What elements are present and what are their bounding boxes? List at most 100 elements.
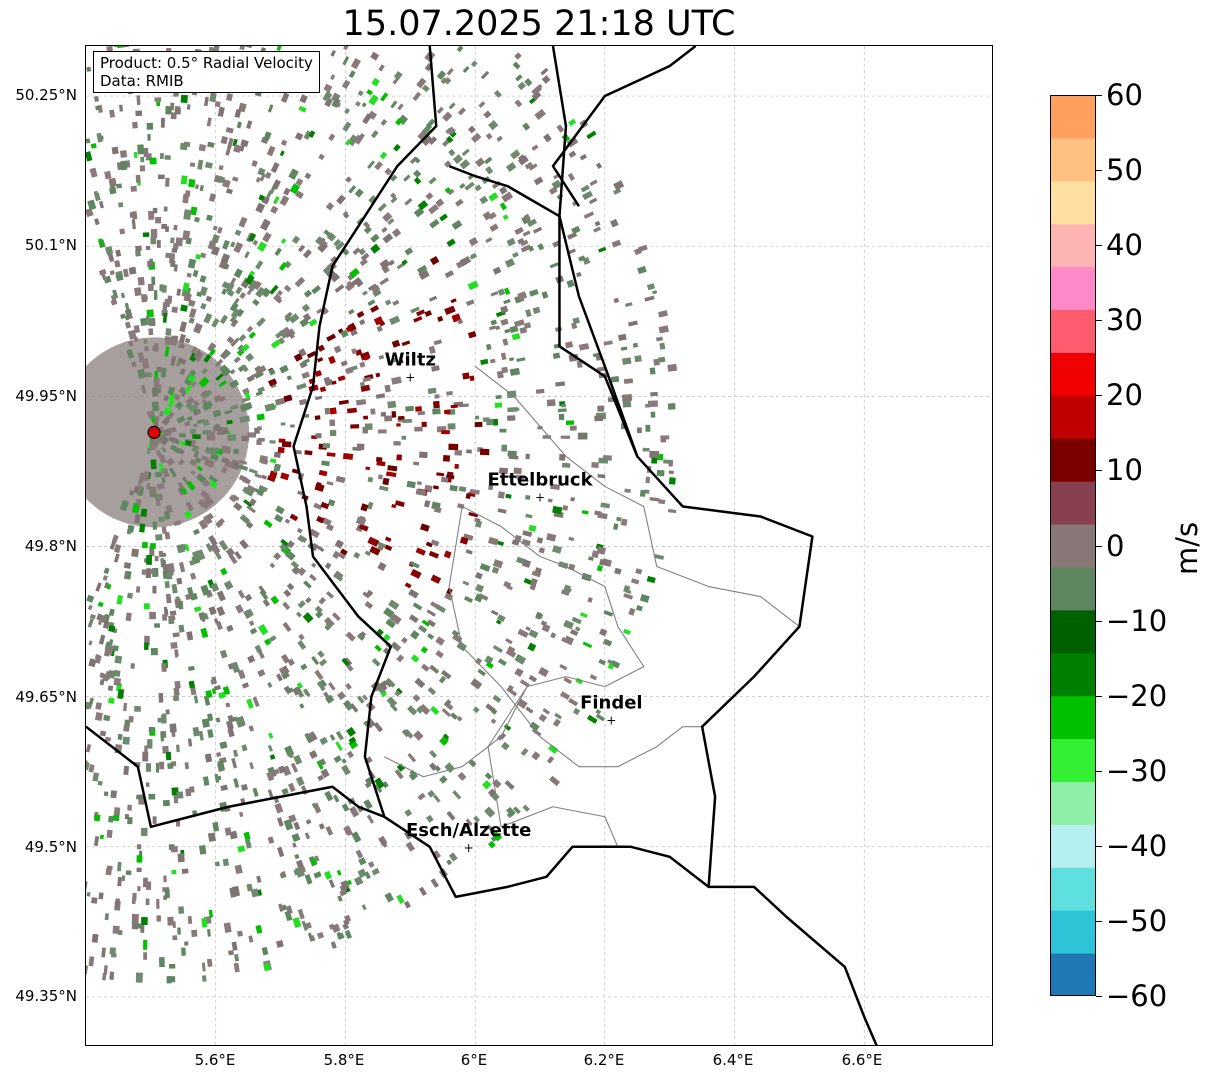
echo-pixel [614, 567, 622, 575]
echo-pixel [302, 249, 312, 259]
echo-pixel [374, 777, 385, 789]
echo-pixel [451, 629, 460, 637]
echo-pixel [163, 875, 167, 883]
echo-pixel [497, 540, 505, 547]
echo-pixel [161, 614, 168, 621]
echo-pixel [581, 510, 589, 515]
colorbar-tick [1096, 620, 1102, 622]
echo-pixel [330, 941, 337, 949]
echo-pixel [275, 505, 285, 515]
echo-pixel [273, 552, 282, 561]
echo-pixel [452, 154, 463, 165]
echo-pixel [331, 380, 337, 385]
colorbar-tick-label: 40 [1106, 228, 1143, 263]
echo-pixel [467, 280, 479, 291]
echo-pixel [330, 273, 340, 283]
echo-pixel [421, 663, 430, 672]
echo-pixel [646, 575, 656, 584]
echo-pixel [187, 916, 193, 924]
echo-pixel [387, 400, 397, 409]
echo-pixel [173, 687, 180, 696]
echo-pixel [384, 384, 391, 393]
echo-pixel [469, 253, 478, 260]
echo-pixel [559, 691, 571, 700]
echo-pixel [439, 775, 448, 784]
echo-pixel [169, 610, 177, 616]
echo-pixel [315, 236, 324, 245]
echo-pixel [459, 159, 471, 170]
echo-pixel [535, 612, 544, 619]
echo-pixel [446, 810, 456, 821]
echo-pixel [360, 252, 370, 261]
echo-pixel [450, 712, 458, 720]
echo-pixel [290, 560, 300, 569]
echo-pixel [123, 765, 129, 776]
echo-pixel [495, 394, 502, 400]
echo-pixel [410, 561, 420, 569]
echo-pixel [119, 104, 124, 112]
echo-pixel [368, 94, 379, 106]
echo-pixel [597, 405, 605, 412]
echo-pixel [304, 733, 313, 744]
echo-pixel [161, 456, 167, 463]
radar-map[interactable]: + Wiltz + Ettelbruck + Findel + Esch/Alzette [85, 45, 993, 1046]
echo-pixel [425, 541, 433, 548]
echo-pixel [309, 528, 320, 539]
colorbar-tick-label: −50 [1106, 903, 1168, 938]
echo-pixel [563, 677, 573, 685]
echo-pixel [208, 348, 216, 357]
echo-pixel [116, 46, 125, 49]
colorbar-tick [1096, 770, 1102, 772]
echo-pixel [267, 836, 275, 844]
echo-pixel [187, 374, 197, 383]
echo-pixel [229, 379, 240, 389]
echo-pixel [295, 776, 305, 787]
echo-pixel [224, 409, 233, 415]
echo-pixel [106, 865, 113, 871]
echo-pixel [571, 322, 578, 330]
echo-pixel [537, 243, 545, 251]
echo-pixel [492, 779, 502, 789]
echo-pixel [220, 567, 228, 576]
echo-pixel [346, 280, 353, 287]
echo-pixel [202, 429, 211, 435]
echo-pixel [532, 226, 543, 234]
echo-pixel [402, 418, 412, 424]
echo-pixel [484, 156, 493, 165]
echo-pixel [441, 430, 450, 435]
echo-pixel [132, 892, 137, 902]
echo-pixel [448, 102, 456, 110]
echo-pixel [160, 437, 168, 446]
echo-pixel [184, 384, 193, 394]
echo-pixel [329, 419, 336, 427]
echo-pixel [172, 921, 176, 928]
echo-pixel [552, 505, 563, 515]
echo-pixel [208, 909, 214, 918]
echo-pixel [404, 728, 414, 739]
echo-pixel [204, 753, 213, 763]
national-border [86, 725, 385, 829]
echo-pixel [318, 758, 327, 767]
echo-pixel [98, 634, 106, 645]
echo-pixel [458, 486, 467, 493]
echo-pixel [420, 523, 430, 532]
echo-pixel [412, 91, 422, 102]
echo-pixel [396, 763, 406, 772]
echo-pixel [483, 110, 492, 119]
echo-pixel [561, 462, 571, 468]
echo-pixel [373, 721, 384, 733]
echo-pixel [344, 107, 351, 115]
echo-pixel [552, 718, 561, 727]
echo-pixel [93, 190, 100, 200]
echo-pixel [169, 467, 177, 478]
echo-pixel [383, 607, 395, 619]
echo-pixel [366, 589, 374, 597]
echo-pixel [531, 570, 541, 578]
echo-pixel [344, 657, 353, 666]
echo-pixel [257, 241, 267, 252]
echo-pixel [119, 499, 130, 512]
echo-pixel [198, 519, 209, 530]
echo-pixel [596, 546, 607, 555]
echo-pixel [289, 183, 301, 195]
echo-pixel [538, 666, 549, 678]
